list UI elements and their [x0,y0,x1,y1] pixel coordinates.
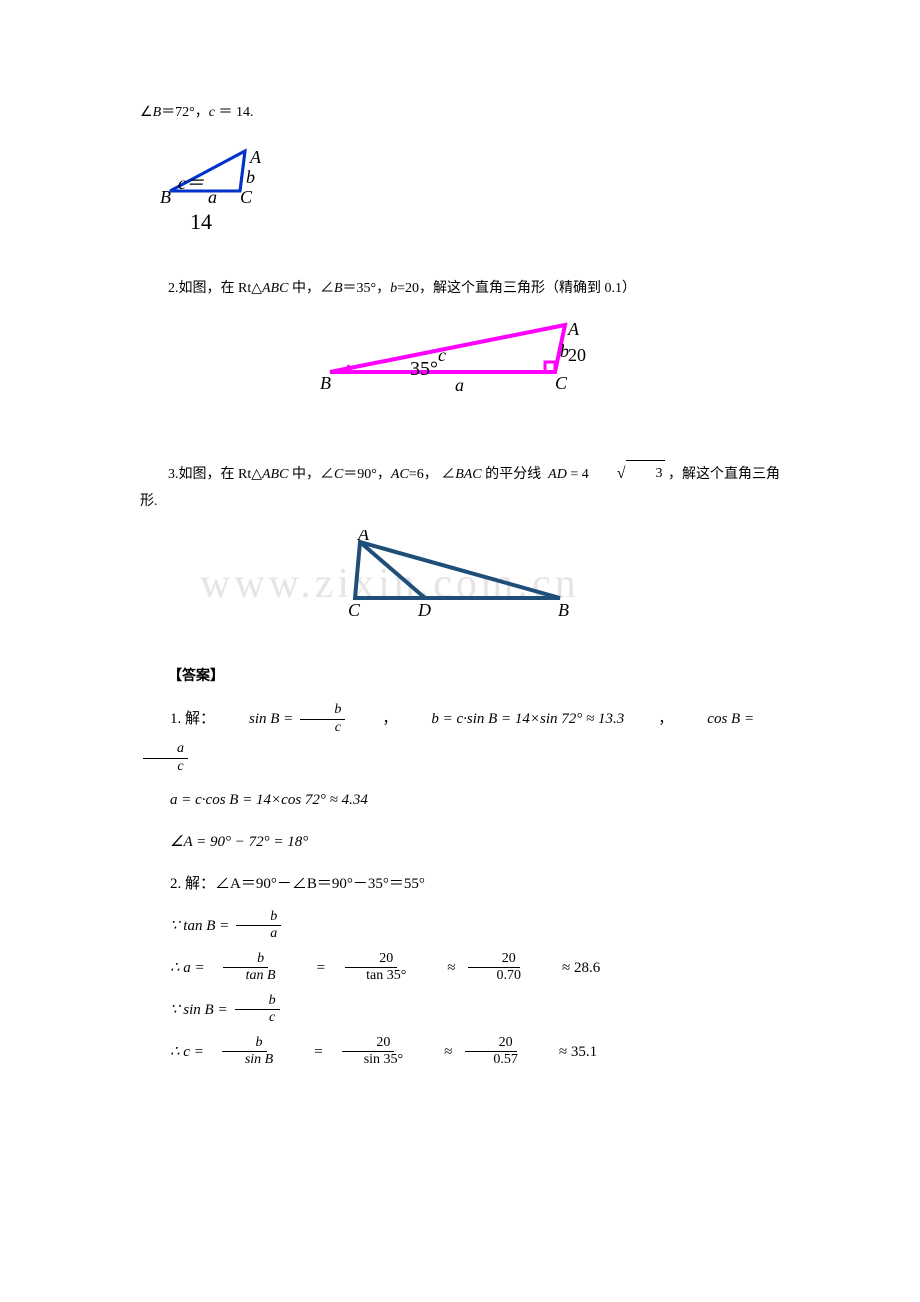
figure1: A B C c＝ a b 14 [140,141,780,246]
triangle3-svg: A C D B [310,530,610,630]
answer2-c: ∴ c = b sin B = 20 sin 35° ≈ 20 0.57 ≈ 3… [140,1034,780,1070]
problem1-given: ∠B＝72°，c ＝ 14. [140,100,780,125]
triangle2-svg: A B C 35° c a 20 b [310,317,610,407]
answer2-a: ∴ a = b tan B = 20 tan 35° ≈ 20 0.70 ≈ 2… [140,950,780,986]
svg-text:C: C [240,187,253,207]
svg-text:a: a [208,187,217,207]
svg-text:35°: 35° [410,358,438,380]
svg-text:14: 14 [190,209,212,234]
answer2-line1: 2. 解：∠A＝90°－∠B＝90°－35°＝55° [140,866,780,902]
svg-text:B: B [558,600,569,620]
svg-text:B: B [320,373,331,393]
svg-text:D: D [417,600,431,620]
answer1-line3: ∠A = 90° − 72° = 18° [140,824,780,860]
svg-text:C: C [555,373,568,393]
svg-text:b: b [560,341,569,361]
figure2: A B C 35° c a 20 b [140,317,780,412]
svg-text:A: A [357,530,370,544]
problem2-text: 2.如图，在 Rt△ABC 中，∠B＝35°，b=20，解这个直角三角形（精确到… [140,276,780,301]
svg-text:c: c [438,345,446,365]
answer1-line2: a = c·cos B = 14×cos 72° ≈ 4.34 [140,782,780,818]
svg-text:A: A [567,319,580,339]
figure3: A C D B [140,530,780,635]
answer2-tanB: ∵ tan B = b a [140,908,780,944]
answers-heading: 【答案】 [140,665,780,685]
answer2-sinB: ∵ sin B = b c [140,992,780,1028]
svg-text:C: C [348,600,361,620]
svg-text:B: B [160,187,171,207]
triangle1-svg: A B C c＝ a b 14 [140,141,300,241]
svg-text:c＝: c＝ [178,173,204,193]
answer1-line1: 1. 解： sin B = b c ， b = c·sin B = 14×sin… [140,701,780,776]
svg-text:b: b [246,167,255,187]
problem3-text: 3.如图，在 Rt△ABC 中，∠C＝90°，AC=6， ∠BAC 的平分线 A… [140,460,780,514]
svg-text:A: A [249,147,262,167]
svg-text:20: 20 [568,345,586,365]
svg-text:a: a [455,375,464,395]
